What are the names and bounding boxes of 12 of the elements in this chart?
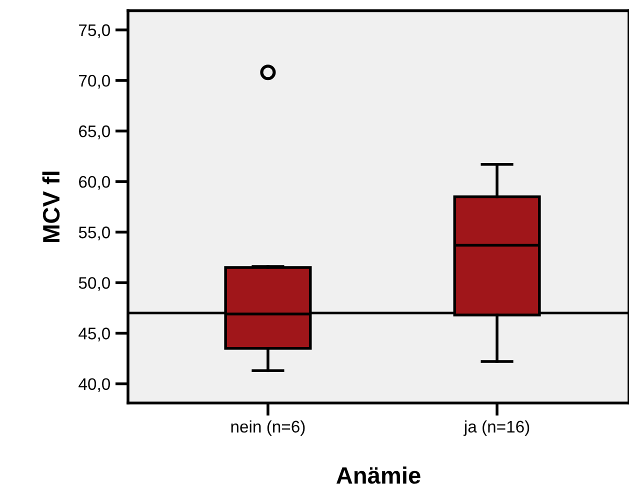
y-tick-label: 60,0	[79, 176, 110, 190]
y-tick-label: 50,0	[78, 277, 110, 291]
y-tick-label: 45,0	[78, 328, 110, 342]
x-tick-label: nein (n=6)	[231, 420, 305, 436]
x-tick-label: ja (n=16)	[464, 420, 530, 436]
y-tick-label: 70,0	[79, 74, 110, 89]
y-tick-label: 55,0	[78, 226, 110, 240]
y-tick-label: 65,0	[79, 125, 110, 140]
y-tick-label: 40,0	[78, 378, 110, 392]
y-axis-title: MCV fl	[42, 172, 60, 242]
x-axis-title: Anämie	[336, 466, 420, 484]
y-tick-label: 75,0	[79, 24, 110, 38]
